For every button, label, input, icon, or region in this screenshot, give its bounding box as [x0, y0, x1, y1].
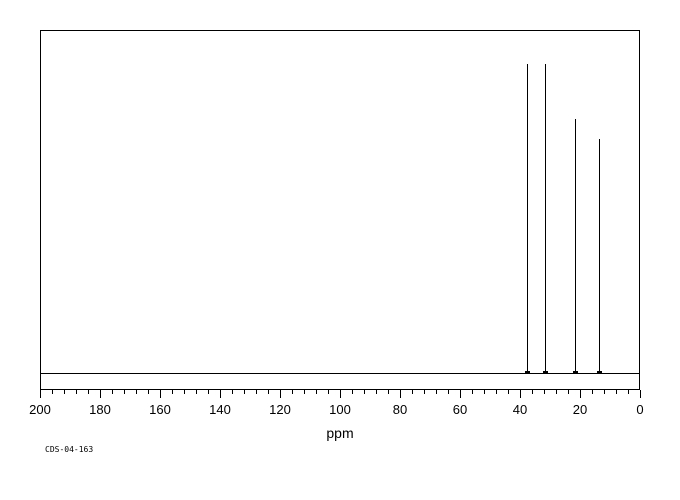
x-tick-minor [472, 390, 473, 394]
x-tick-minor [328, 390, 329, 394]
x-tick-minor [604, 390, 605, 394]
x-tick-label: 180 [89, 402, 111, 417]
x-tick-minor [316, 390, 317, 394]
peak [527, 64, 528, 375]
x-tick-label: 0 [636, 402, 643, 417]
peak [545, 64, 546, 375]
x-tick [400, 390, 401, 398]
peak [599, 139, 600, 374]
x-tick [100, 390, 101, 398]
x-tick-minor [76, 390, 77, 394]
peak [575, 119, 576, 374]
x-tick-minor [304, 390, 305, 394]
x-tick-minor [184, 390, 185, 394]
x-tick-minor [208, 390, 209, 394]
x-tick-label: 40 [513, 402, 527, 417]
x-axis-title: ppm [326, 425, 353, 441]
x-tick-minor [256, 390, 257, 394]
x-tick-minor [448, 390, 449, 394]
x-tick-minor [628, 390, 629, 394]
x-tick-minor [196, 390, 197, 394]
x-tick-minor [556, 390, 557, 394]
x-tick-minor [424, 390, 425, 394]
chart-container: 200180160140120100806040200 ppm [40, 30, 640, 410]
spectrum-baseline [41, 373, 639, 374]
x-tick-minor [292, 390, 293, 394]
x-tick-minor [568, 390, 569, 394]
x-tick-label: 100 [329, 402, 351, 417]
x-tick-minor [436, 390, 437, 394]
x-tick-minor [88, 390, 89, 394]
x-tick [40, 390, 41, 398]
x-tick-label: 120 [269, 402, 291, 417]
x-tick-label: 60 [453, 402, 467, 417]
x-tick [160, 390, 161, 398]
x-tick-label: 160 [149, 402, 171, 417]
x-tick-minor [388, 390, 389, 394]
x-tick [340, 390, 341, 398]
x-tick [580, 390, 581, 398]
x-tick [280, 390, 281, 398]
x-tick-minor [64, 390, 65, 394]
x-tick-minor [352, 390, 353, 394]
x-tick-minor [496, 390, 497, 394]
x-tick-minor [172, 390, 173, 394]
x-tick-minor [364, 390, 365, 394]
x-tick [520, 390, 521, 398]
x-tick-minor [148, 390, 149, 394]
x-tick-label: 20 [573, 402, 587, 417]
plot-area [40, 30, 640, 390]
footer-code: CDS-04-163 [45, 445, 93, 454]
x-tick-minor [532, 390, 533, 394]
x-tick-minor [52, 390, 53, 394]
x-tick-minor [508, 390, 509, 394]
x-tick-minor [616, 390, 617, 394]
x-tick-minor [232, 390, 233, 394]
x-tick-minor [592, 390, 593, 394]
x-tick-label: 200 [29, 402, 51, 417]
x-tick-minor [376, 390, 377, 394]
x-tick [220, 390, 221, 398]
x-tick-label: 80 [393, 402, 407, 417]
x-tick-minor [124, 390, 125, 394]
x-tick [640, 390, 641, 398]
x-tick-minor [268, 390, 269, 394]
x-tick-label: 140 [209, 402, 231, 417]
x-tick-minor [244, 390, 245, 394]
x-tick-minor [412, 390, 413, 394]
x-tick-minor [484, 390, 485, 394]
x-tick [460, 390, 461, 398]
x-tick-minor [136, 390, 137, 394]
x-tick-minor [544, 390, 545, 394]
x-tick-minor [112, 390, 113, 394]
